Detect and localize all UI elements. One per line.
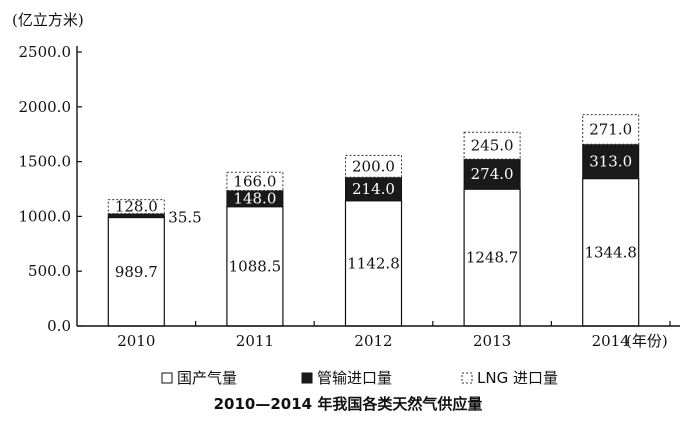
value-label-lng: 245.0 — [471, 137, 514, 155]
bar-lng — [582, 114, 640, 145]
x-tick-label: 2013 — [473, 332, 511, 350]
x-tick-label: 2011 — [236, 332, 274, 350]
value-label-lng: 128.0 — [115, 198, 158, 216]
y-tick-label: 500.0 — [28, 262, 71, 280]
value-label-domestic: 1142.8 — [347, 254, 400, 272]
bar-pipeline — [463, 158, 521, 190]
value-label-pipeline: 313.0 — [589, 152, 632, 170]
value-label-lng: 271.0 — [589, 120, 632, 138]
value-label-pipeline: 214.0 — [352, 180, 395, 198]
bar-lng — [226, 171, 284, 191]
y-tick-label: 2000.0 — [19, 98, 72, 116]
x-axis-suffix: (年份) — [626, 332, 668, 350]
unit-label: (亿立方米) — [12, 11, 84, 29]
legend: 国产气量 管输进口量 LNG 进口量 — [161, 369, 558, 387]
x-tick-label: 2014 — [592, 332, 630, 350]
value-label-pipeline: 148.0 — [233, 190, 276, 208]
x-tick-label: 2012 — [354, 332, 392, 350]
value-label-domestic: 1088.5 — [229, 257, 282, 275]
bar-domestic — [226, 206, 284, 327]
value-label-lng: 166.0 — [233, 172, 276, 190]
value-label-domestic: 989.7 — [115, 263, 158, 281]
x-tick-label: 2010 — [117, 332, 155, 350]
value-label-domestic: 1344.8 — [584, 243, 637, 261]
value-label-pipeline: 274.0 — [471, 165, 514, 183]
bar-lng — [463, 131, 521, 160]
chart-title: 2010—2014 年我国各类天然气供应量 — [214, 395, 483, 413]
legend-label: 国产气量 — [177, 369, 237, 387]
bar-domestic — [582, 178, 640, 327]
y-axis: 0.0 500.0 1000.0 1500.0 2000.0 2500.0 — [19, 43, 82, 335]
bar-pipeline — [582, 143, 640, 180]
bar-lng — [107, 199, 165, 215]
value-label-pipeline: 35.5 — [168, 209, 201, 227]
y-tick-label: 1500.0 — [19, 153, 72, 171]
legend-swatch — [161, 372, 173, 384]
y-tick-label: 0.0 — [47, 317, 71, 335]
legend-label: LNG 进口量 — [477, 369, 558, 387]
legend-swatch — [301, 372, 313, 384]
value-label-domestic: 1248.7 — [466, 249, 519, 267]
value-label-lng: 200.0 — [352, 157, 395, 175]
bar-lng — [345, 154, 402, 178]
y-tick-label: 2500.0 — [19, 43, 72, 61]
y-tick-label: 1000.0 — [19, 207, 72, 225]
legend-swatch — [461, 372, 473, 384]
x-axis: 2010 2011 2012 2013 2014 — [77, 321, 680, 350]
legend-label: 管输进口量 — [317, 369, 392, 387]
